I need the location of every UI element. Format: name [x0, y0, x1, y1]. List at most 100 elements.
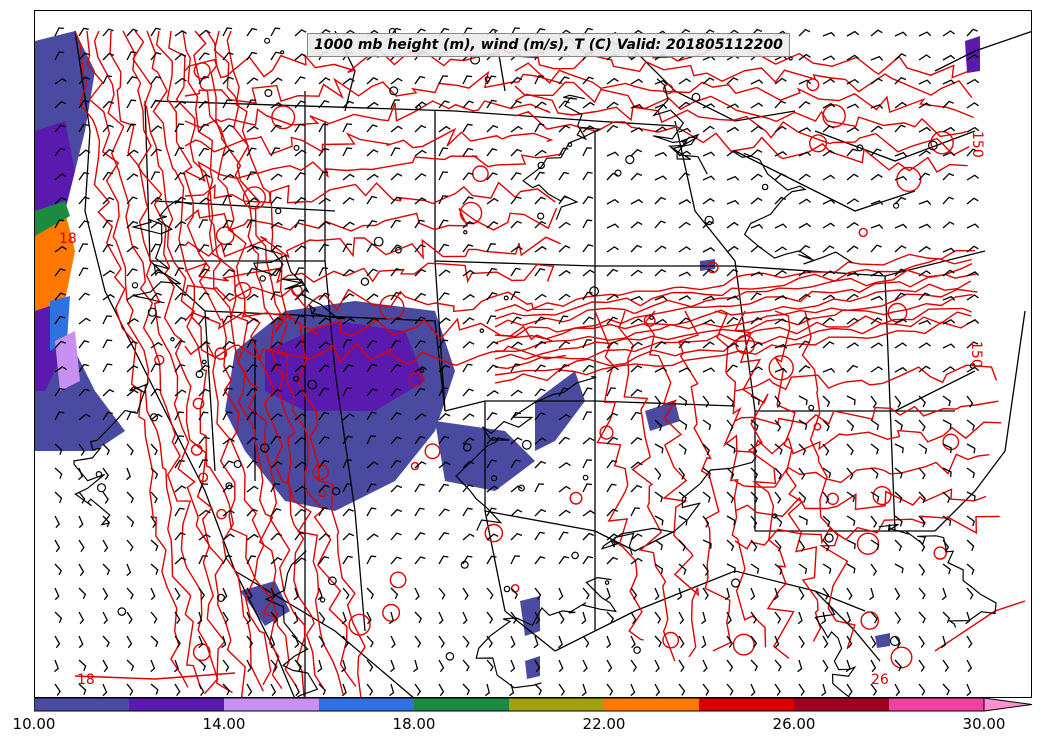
wind-barb [846, 395, 856, 406]
wind-barb [414, 435, 426, 445]
wind-barb [798, 79, 812, 85]
wind-barb [222, 27, 233, 37]
wind-barb [414, 461, 427, 469]
wind-barb [366, 587, 374, 600]
wind-barb [102, 243, 114, 253]
wind-barb [510, 532, 523, 541]
wind-barb [870, 104, 884, 110]
wind-barb [966, 245, 979, 253]
wind-barb [678, 635, 685, 649]
wind-barb [78, 340, 90, 349]
wind-barb [510, 196, 522, 205]
wind-barb [462, 221, 475, 229]
wind-barb [78, 27, 89, 37]
wind-barb [582, 76, 594, 85]
wind-barb [198, 147, 210, 157]
wind-barb [366, 388, 378, 397]
wind-barb [606, 635, 612, 649]
wind-barb [366, 683, 374, 696]
wind-barb [294, 100, 306, 109]
height-contour-loop [518, 484, 525, 492]
wind-barb [606, 268, 619, 277]
temperature-contour-loop [234, 281, 252, 300]
height-contour [814, 602, 857, 697]
wind-barb [102, 52, 115, 61]
wind-barb [701, 611, 707, 625]
wind-barb [558, 485, 571, 493]
wind-barb [750, 587, 756, 601]
wind-barb [822, 587, 830, 600]
temperature-contour [494, 293, 973, 360]
wind-barb [750, 197, 763, 205]
wind-barb [558, 315, 569, 325]
wind-barb [126, 683, 134, 696]
wind-barb [894, 587, 901, 601]
temperature-contour [86, 30, 202, 690]
temperature-contour-loop [732, 633, 755, 656]
wind-barb [606, 151, 620, 157]
wind-barb [318, 292, 330, 301]
wind-barb [317, 659, 323, 673]
wind-barb [150, 52, 162, 61]
wind-barb [294, 293, 307, 301]
height-contour-loop [96, 483, 107, 493]
wind-barb [54, 563, 62, 576]
temperature-contour [514, 81, 967, 138]
wind-barb [630, 127, 644, 133]
wind-barb [390, 291, 402, 301]
wind-barb [486, 459, 497, 469]
wind-barb [966, 102, 979, 109]
boundary-line [354, 510, 366, 632]
wind-barb [846, 443, 854, 456]
wind-barb [150, 587, 156, 601]
wind-barb [701, 635, 707, 649]
wind-barb [630, 635, 636, 649]
height-contour-loop [259, 275, 266, 282]
wind-barb [678, 127, 692, 133]
wind-barb [78, 220, 90, 229]
map-panel: 18 26 150 150 18 1000 mb height (m), win… [34, 10, 1032, 698]
wind-barb [750, 683, 756, 697]
wind-barb [918, 491, 926, 504]
wind-barb [942, 539, 950, 552]
wind-barb [270, 317, 283, 325]
wind-barb [894, 635, 901, 648]
wind-barb [414, 75, 426, 85]
height-contour-loop [928, 140, 938, 151]
wind-barb [822, 539, 830, 552]
wind-barb [270, 51, 281, 61]
wind-barb [246, 245, 259, 253]
height-contour [455, 375, 597, 531]
wind-barb [582, 147, 592, 157]
wind-barb [54, 219, 65, 229]
wind-barb [534, 531, 545, 541]
height-contour-loop [462, 442, 472, 452]
wind-barb [678, 172, 690, 181]
wind-barb [918, 270, 931, 277]
wind-barb [174, 389, 187, 397]
boundary-line [734, 265, 886, 277]
wind-barb [510, 659, 516, 673]
wind-barb [126, 293, 139, 301]
wind-barb [726, 364, 738, 373]
wind-barb [702, 367, 716, 373]
height-contour-loop [704, 215, 714, 226]
wind-barb [774, 563, 783, 575]
wind-barb [54, 515, 60, 529]
wind-barb [54, 124, 66, 133]
wind-barb [582, 509, 595, 517]
wind-barb [150, 443, 158, 456]
wind-barb [222, 173, 235, 181]
boundary-line [554, 570, 866, 652]
wind-barb [438, 195, 448, 205]
wind-barb [270, 363, 281, 373]
wind-barb [558, 683, 565, 696]
wind-barb [966, 515, 975, 527]
wind-barb [486, 555, 497, 565]
wind-barb [270, 659, 278, 672]
wind-barb [654, 515, 664, 526]
wind-barb [54, 27, 64, 37]
wind-barb [390, 508, 403, 517]
wind-barb [174, 172, 186, 181]
wind-barb [918, 659, 925, 672]
